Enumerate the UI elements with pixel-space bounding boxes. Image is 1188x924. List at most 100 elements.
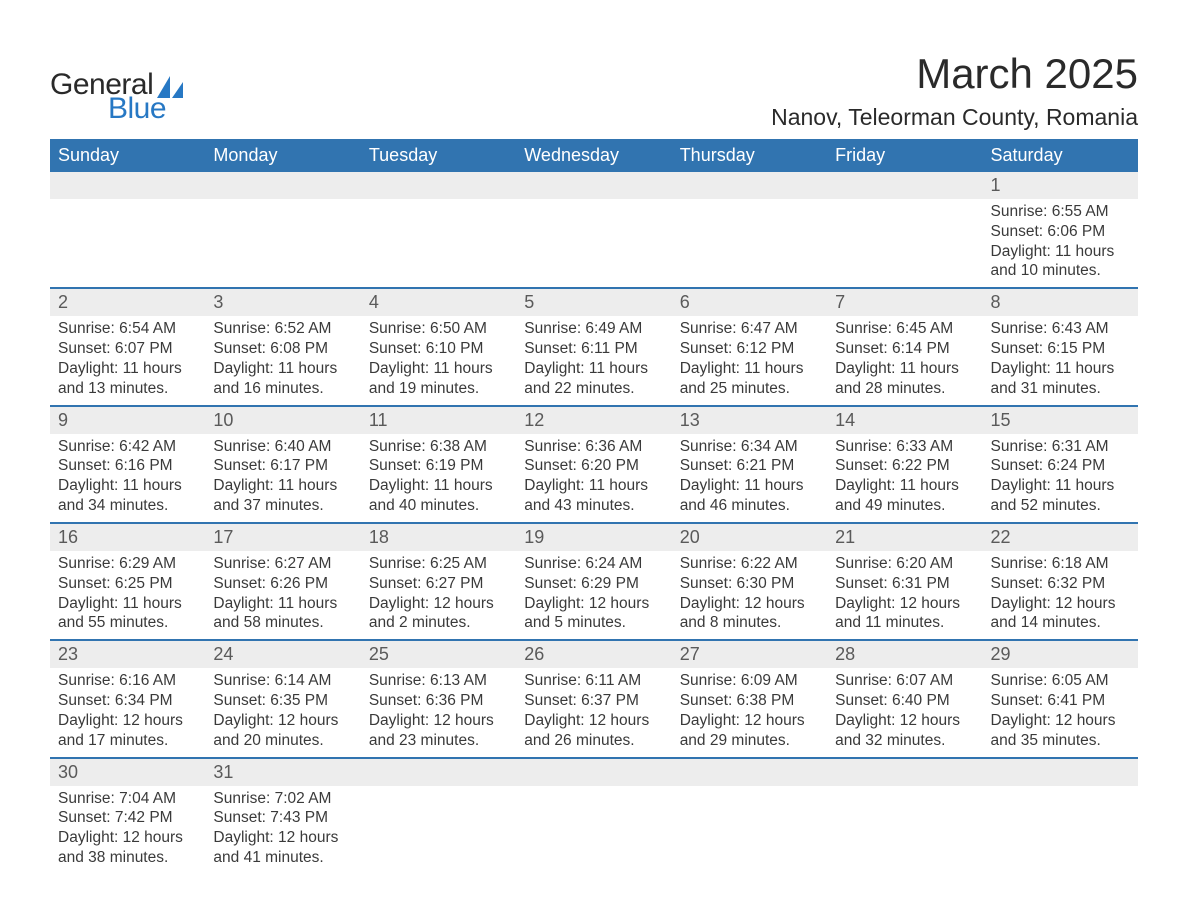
sunset-line: Sunset: 6:27 PM: [369, 574, 508, 594]
col-monday: Monday: [205, 139, 360, 172]
daylight-line-1: Daylight: 12 hours: [213, 711, 352, 731]
day-details: Sunrise: 6:47 AMSunset: 6:12 PMDaylight:…: [672, 316, 827, 404]
calendar-cell: 21Sunrise: 6:20 AMSunset: 6:31 PMDayligh…: [827, 523, 982, 640]
sunset-line: Sunset: 6:21 PM: [680, 456, 819, 476]
day-details: Sunrise: 6:05 AMSunset: 6:41 PMDaylight:…: [983, 668, 1138, 756]
calendar-cell: 30Sunrise: 7:04 AMSunset: 7:42 PMDayligh…: [50, 758, 205, 874]
sunrise-line: Sunrise: 6:36 AM: [524, 437, 663, 457]
sunrise-line: Sunrise: 6:14 AM: [213, 671, 352, 691]
calendar-cell: [672, 172, 827, 288]
day-details: Sunrise: 6:45 AMSunset: 6:14 PMDaylight:…: [827, 316, 982, 404]
calendar-table: Sunday Monday Tuesday Wednesday Thursday…: [50, 139, 1138, 874]
day-number: [516, 759, 671, 786]
sunset-line: Sunset: 6:15 PM: [991, 339, 1130, 359]
col-sunday: Sunday: [50, 139, 205, 172]
day-details: Sunrise: 6:16 AMSunset: 6:34 PMDaylight:…: [50, 668, 205, 756]
day-number: 9: [50, 407, 205, 434]
sunrise-line: Sunrise: 6:55 AM: [991, 202, 1130, 222]
daylight-line-2: and 43 minutes.: [524, 496, 663, 516]
daylight-line-2: and 28 minutes.: [835, 379, 974, 399]
calendar-cell: [516, 172, 671, 288]
calendar-cell: 18Sunrise: 6:25 AMSunset: 6:27 PMDayligh…: [361, 523, 516, 640]
calendar-week-row: 16Sunrise: 6:29 AMSunset: 6:25 PMDayligh…: [50, 523, 1138, 640]
day-details: Sunrise: 6:50 AMSunset: 6:10 PMDaylight:…: [361, 316, 516, 404]
day-number: 1: [983, 172, 1138, 199]
calendar-week-row: 1Sunrise: 6:55 AMSunset: 6:06 PMDaylight…: [50, 172, 1138, 288]
daylight-line-2: and 46 minutes.: [680, 496, 819, 516]
calendar-cell: [516, 758, 671, 874]
day-number: [361, 172, 516, 199]
day-details: Sunrise: 6:34 AMSunset: 6:21 PMDaylight:…: [672, 434, 827, 522]
sunset-line: Sunset: 6:22 PM: [835, 456, 974, 476]
sunrise-line: Sunrise: 6:38 AM: [369, 437, 508, 457]
sunrise-line: Sunrise: 6:18 AM: [991, 554, 1130, 574]
daylight-line-2: and 23 minutes.: [369, 731, 508, 751]
day-details: [361, 786, 516, 795]
sunrise-line: Sunrise: 6:43 AM: [991, 319, 1130, 339]
location-line: Nanov, Teleorman County, Romania: [771, 104, 1138, 131]
col-friday: Friday: [827, 139, 982, 172]
calendar-cell: 23Sunrise: 6:16 AMSunset: 6:34 PMDayligh…: [50, 640, 205, 757]
day-details: [516, 786, 671, 795]
daylight-line-1: Daylight: 11 hours: [991, 359, 1130, 379]
daylight-line-1: Daylight: 12 hours: [213, 828, 352, 848]
calendar-week-row: 30Sunrise: 7:04 AMSunset: 7:42 PMDayligh…: [50, 758, 1138, 874]
sunrise-line: Sunrise: 6:22 AM: [680, 554, 819, 574]
calendar-cell: 14Sunrise: 6:33 AMSunset: 6:22 PMDayligh…: [827, 406, 982, 523]
sunset-line: Sunset: 6:07 PM: [58, 339, 197, 359]
day-number: [827, 172, 982, 199]
daylight-line-2: and 25 minutes.: [680, 379, 819, 399]
daylight-line-2: and 8 minutes.: [680, 613, 819, 633]
day-details: Sunrise: 6:49 AMSunset: 6:11 PMDaylight:…: [516, 316, 671, 404]
daylight-line-2: and 55 minutes.: [58, 613, 197, 633]
day-details: Sunrise: 6:36 AMSunset: 6:20 PMDaylight:…: [516, 434, 671, 522]
day-number: 15: [983, 407, 1138, 434]
day-number: 23: [50, 641, 205, 668]
day-details: Sunrise: 7:04 AMSunset: 7:42 PMDaylight:…: [50, 786, 205, 874]
sunrise-line: Sunrise: 6:49 AM: [524, 319, 663, 339]
calendar-cell: 7Sunrise: 6:45 AMSunset: 6:14 PMDaylight…: [827, 288, 982, 405]
sunrise-line: Sunrise: 6:45 AM: [835, 319, 974, 339]
day-number: 24: [205, 641, 360, 668]
sunset-line: Sunset: 6:34 PM: [58, 691, 197, 711]
day-details: Sunrise: 6:43 AMSunset: 6:15 PMDaylight:…: [983, 316, 1138, 404]
day-number: 20: [672, 524, 827, 551]
daylight-line-1: Daylight: 12 hours: [680, 711, 819, 731]
daylight-line-2: and 32 minutes.: [835, 731, 974, 751]
day-number: 19: [516, 524, 671, 551]
day-details: Sunrise: 6:09 AMSunset: 6:38 PMDaylight:…: [672, 668, 827, 756]
logo-text-blue: Blue: [108, 92, 166, 126]
calendar-cell: [983, 758, 1138, 874]
daylight-line-2: and 38 minutes.: [58, 848, 197, 868]
calendar-cell: [827, 172, 982, 288]
daylight-line-1: Daylight: 11 hours: [213, 359, 352, 379]
day-number: 31: [205, 759, 360, 786]
daylight-line-1: Daylight: 11 hours: [58, 476, 197, 496]
day-details: Sunrise: 6:40 AMSunset: 6:17 PMDaylight:…: [205, 434, 360, 522]
calendar-week-row: 9Sunrise: 6:42 AMSunset: 6:16 PMDaylight…: [50, 406, 1138, 523]
daylight-line-1: Daylight: 12 hours: [835, 711, 974, 731]
sunset-line: Sunset: 6:38 PM: [680, 691, 819, 711]
calendar-cell: 26Sunrise: 6:11 AMSunset: 6:37 PMDayligh…: [516, 640, 671, 757]
day-number: 29: [983, 641, 1138, 668]
day-details: Sunrise: 6:24 AMSunset: 6:29 PMDaylight:…: [516, 551, 671, 639]
day-number: 6: [672, 289, 827, 316]
col-thursday: Thursday: [672, 139, 827, 172]
sunset-line: Sunset: 6:20 PM: [524, 456, 663, 476]
col-tuesday: Tuesday: [361, 139, 516, 172]
daylight-line-1: Daylight: 12 hours: [680, 594, 819, 614]
sunrise-line: Sunrise: 7:04 AM: [58, 789, 197, 809]
sunset-line: Sunset: 6:36 PM: [369, 691, 508, 711]
sunset-line: Sunset: 7:42 PM: [58, 808, 197, 828]
daylight-line-2: and 5 minutes.: [524, 613, 663, 633]
daylight-line-1: Daylight: 11 hours: [58, 594, 197, 614]
day-details: Sunrise: 6:11 AMSunset: 6:37 PMDaylight:…: [516, 668, 671, 756]
daylight-line-2: and 10 minutes.: [991, 261, 1130, 281]
daylight-line-1: Daylight: 12 hours: [991, 711, 1130, 731]
sunrise-line: Sunrise: 6:27 AM: [213, 554, 352, 574]
sunset-line: Sunset: 6:10 PM: [369, 339, 508, 359]
day-details: Sunrise: 6:33 AMSunset: 6:22 PMDaylight:…: [827, 434, 982, 522]
daylight-line-1: Daylight: 11 hours: [369, 359, 508, 379]
daylight-line-1: Daylight: 11 hours: [524, 359, 663, 379]
daylight-line-2: and 49 minutes.: [835, 496, 974, 516]
